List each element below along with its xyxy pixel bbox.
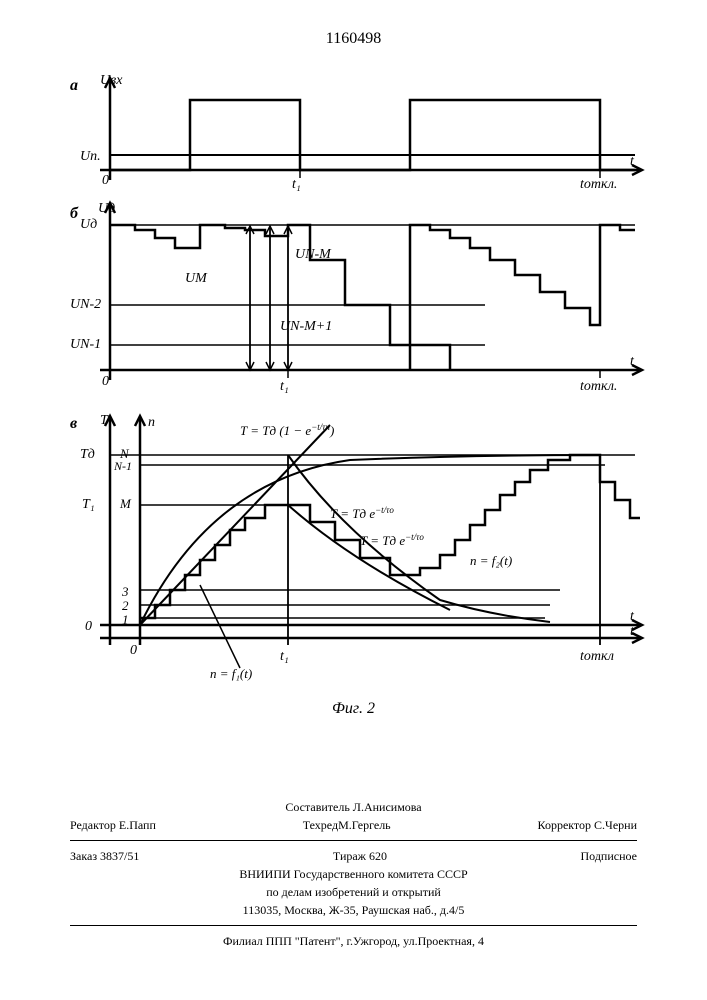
x-tick-t1-a: t₁ (292, 177, 301, 192)
y-3: 3 (121, 584, 129, 599)
footer-block: Составитель Л.Анисимова Редактор Е.Папп … (70, 798, 637, 950)
y-Td: Tд (80, 447, 95, 462)
x-tick-totkl-c: tоткл (580, 649, 614, 664)
ann-unm: UN-M (295, 247, 332, 262)
y-2: 2 (122, 598, 129, 613)
corrector: Корректор С.Черни (538, 816, 637, 834)
panel-b-label: б (70, 205, 79, 222)
compiler: Составитель Л.Анисимова (70, 798, 637, 816)
chart-c: в T n Tд T₁ 0 N N-1 M 3 2 1 T = Tд (1 − … (70, 410, 650, 690)
formula-f3: T = Tд e−t/τо (360, 532, 424, 548)
panel-a-label: а (70, 77, 78, 94)
ann-unm1: UN-M+1 (280, 319, 332, 334)
y-label-n: n (148, 415, 155, 430)
x-tick-totkl-b: tоткл. (580, 379, 617, 394)
y-M: M (119, 496, 132, 511)
y-label-T: T (100, 413, 109, 428)
panel-c-label: в (70, 415, 77, 432)
document-number: 1160498 (326, 30, 381, 48)
formula-n2: n = f₂(t) (470, 553, 512, 568)
chart-b: б Uд Uд UN-2 UN-1 UM UN-M UN-M+1 0 t₁ tо… (70, 200, 650, 400)
y-1: 1 (122, 612, 129, 627)
formula-n1: n = f₁(t) (210, 666, 252, 681)
y-label-uvx: Uвх (100, 73, 123, 88)
circulation: Тираж 620 (333, 847, 387, 865)
address2: Филиал ППП "Патент", г.Ужгород, ул.Проек… (70, 932, 637, 950)
figure-label: Фиг. 2 (332, 700, 375, 718)
formula-f2: T = Tд e−t/τо (330, 505, 394, 521)
y-label-ud: Uд (98, 201, 115, 216)
y-tick-ud: Uд (80, 217, 97, 232)
x-tick-t1-c: t₁ (280, 649, 289, 664)
order: Заказ 3837/51 (70, 847, 139, 865)
org1: ВНИИПИ Государственного комитета СССР (70, 865, 637, 883)
x-origin-a: 0 (102, 173, 109, 188)
ann-um: UM (185, 271, 208, 286)
editor: Редактор Е.Папп (70, 816, 156, 834)
x-origin-b: 0 (102, 374, 109, 389)
chart-a: а Uвх Uп. 0 t₁ tоткл. t (70, 70, 650, 200)
y-tick-up: Uп. (80, 149, 101, 164)
techred: ТехредМ.Гергель (303, 816, 391, 834)
address1: 113035, Москва, Ж-35, Раушская наб., д.4… (70, 901, 637, 919)
y-tick-un1: UN-1 (70, 337, 101, 352)
org2: по делам изобретений и открытий (70, 883, 637, 901)
x-tick-totkl-a: tоткл. (580, 177, 617, 192)
y-tick-un2: UN-2 (70, 297, 101, 312)
y-T1: T₁ (82, 497, 95, 512)
x-origin-c: 0 (130, 643, 137, 658)
x-tick-t1-b: t₁ (280, 379, 289, 394)
y-N1: N-1 (113, 459, 132, 473)
subscription: Подписное (581, 847, 638, 865)
y-0: 0 (85, 619, 92, 634)
